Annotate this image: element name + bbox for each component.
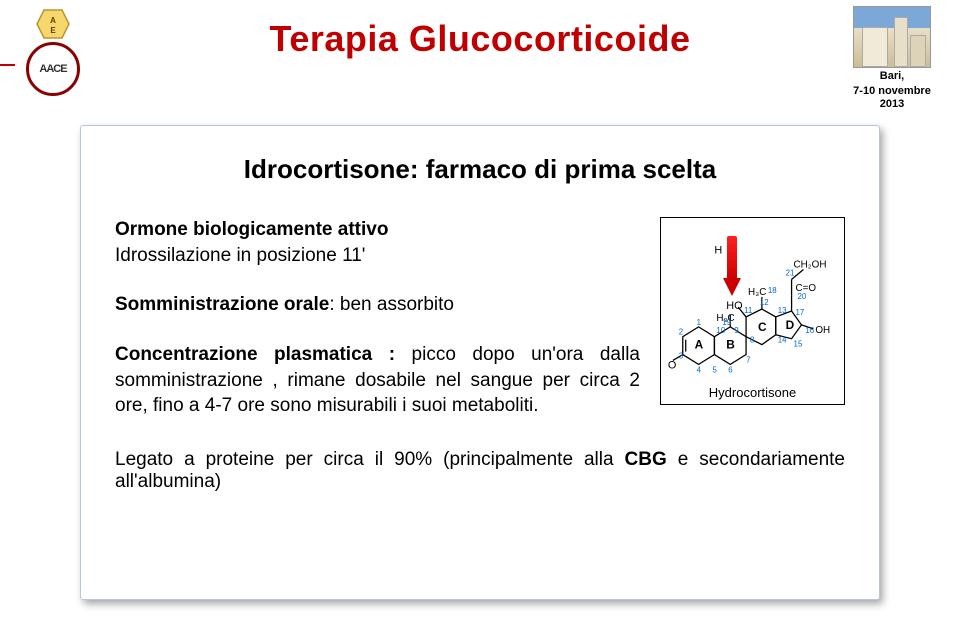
accent-underline xyxy=(0,64,15,66)
svg-text:6: 6 xyxy=(728,365,733,374)
svg-text:18: 18 xyxy=(768,286,777,295)
svg-text:1: 1 xyxy=(697,318,702,327)
p2-bold: Somministrazione orale xyxy=(115,294,329,315)
svg-text:10: 10 xyxy=(716,326,725,335)
p4-d: albumina) xyxy=(138,471,221,492)
page-title: Terapia Glucocorticoide xyxy=(0,18,960,60)
p1-bold: Ormone biologicamente attivo xyxy=(115,219,388,240)
content-subtitle: Idrocortisone: farmaco di prima scelta xyxy=(115,154,845,185)
paragraph-3: Concentrazione plasmatica : picco dopo u… xyxy=(115,342,640,419)
svg-text:CH₂OH: CH₂OH xyxy=(794,259,827,270)
svg-text:2: 2 xyxy=(679,328,683,337)
church-image xyxy=(853,6,931,68)
svg-text:HO: HO xyxy=(726,300,742,312)
svg-text:H₃C: H₃C xyxy=(748,287,766,298)
svg-text:B: B xyxy=(726,338,735,352)
svg-text:15: 15 xyxy=(794,340,803,349)
svg-text:12: 12 xyxy=(760,298,769,307)
paragraph-2: Somministrazione orale: ben assorbito xyxy=(115,292,640,318)
event-info: Bari, 7-10 novembre 2013 xyxy=(842,6,942,112)
content-panel: Idrocortisone: farmaco di prima scelta O… xyxy=(80,125,880,600)
svg-text:D: D xyxy=(786,318,795,332)
text-column: Ormone biologicamente attivo Idrossilazi… xyxy=(115,217,640,443)
round-logo-text: AACE xyxy=(39,63,66,75)
p3-rest-a: picco dopo un xyxy=(395,344,552,365)
svg-text:17: 17 xyxy=(796,308,805,317)
svg-text:C: C xyxy=(758,320,767,334)
svg-text:19: 19 xyxy=(722,318,731,327)
svg-text:5: 5 xyxy=(712,365,717,374)
svg-text:7: 7 xyxy=(746,355,750,364)
svg-text:H: H xyxy=(714,245,722,257)
svg-text:13: 13 xyxy=(778,306,787,315)
chemistry-column: O HO H₃C H₃C CH₂OH C=O OH H A B C D 1 xyxy=(660,217,845,405)
location-text: Bari, xyxy=(842,70,942,83)
svg-text:A: A xyxy=(695,338,704,352)
arrow-icon xyxy=(723,236,741,296)
chem-caption: Hydrocortisone xyxy=(661,385,844,400)
svg-text:21: 21 xyxy=(786,268,795,277)
dates-text: 7-10 novembre 2013 xyxy=(842,85,942,111)
svg-text:O: O xyxy=(668,359,676,371)
two-column-layout: Ormone biologicamente attivo Idrossilazi… xyxy=(115,217,845,443)
p4-a: Legato a proteine per circa il 90% (prin… xyxy=(115,449,625,470)
svg-text:11: 11 xyxy=(744,306,753,315)
paragraph-1: Ormone biologicamente attivo Idrossilazi… xyxy=(115,217,640,268)
svg-text:20: 20 xyxy=(798,292,807,301)
svg-text:4: 4 xyxy=(697,365,702,374)
svg-text:9: 9 xyxy=(734,326,739,335)
paragraph-4: Legato a proteine per circa il 90% (prin… xyxy=(115,449,845,493)
svg-text:3: 3 xyxy=(679,351,684,360)
svg-text:OH: OH xyxy=(815,325,830,336)
p2-rest: : ben assorbito xyxy=(329,294,454,315)
svg-text:8: 8 xyxy=(750,336,755,345)
p1-rest-a: Idrossilazione in posizione 11 xyxy=(115,245,362,266)
svg-text:16: 16 xyxy=(805,326,814,335)
p3-bold: Concentrazione plasmatica : xyxy=(115,344,395,365)
svg-text:14: 14 xyxy=(778,336,787,345)
p1-rest-b: ' xyxy=(362,245,366,266)
hydrocortisone-structure: O HO H₃C H₃C CH₂OH C=O OH H A B C D 1 xyxy=(660,217,845,405)
p4-bold: CBG xyxy=(625,449,667,470)
